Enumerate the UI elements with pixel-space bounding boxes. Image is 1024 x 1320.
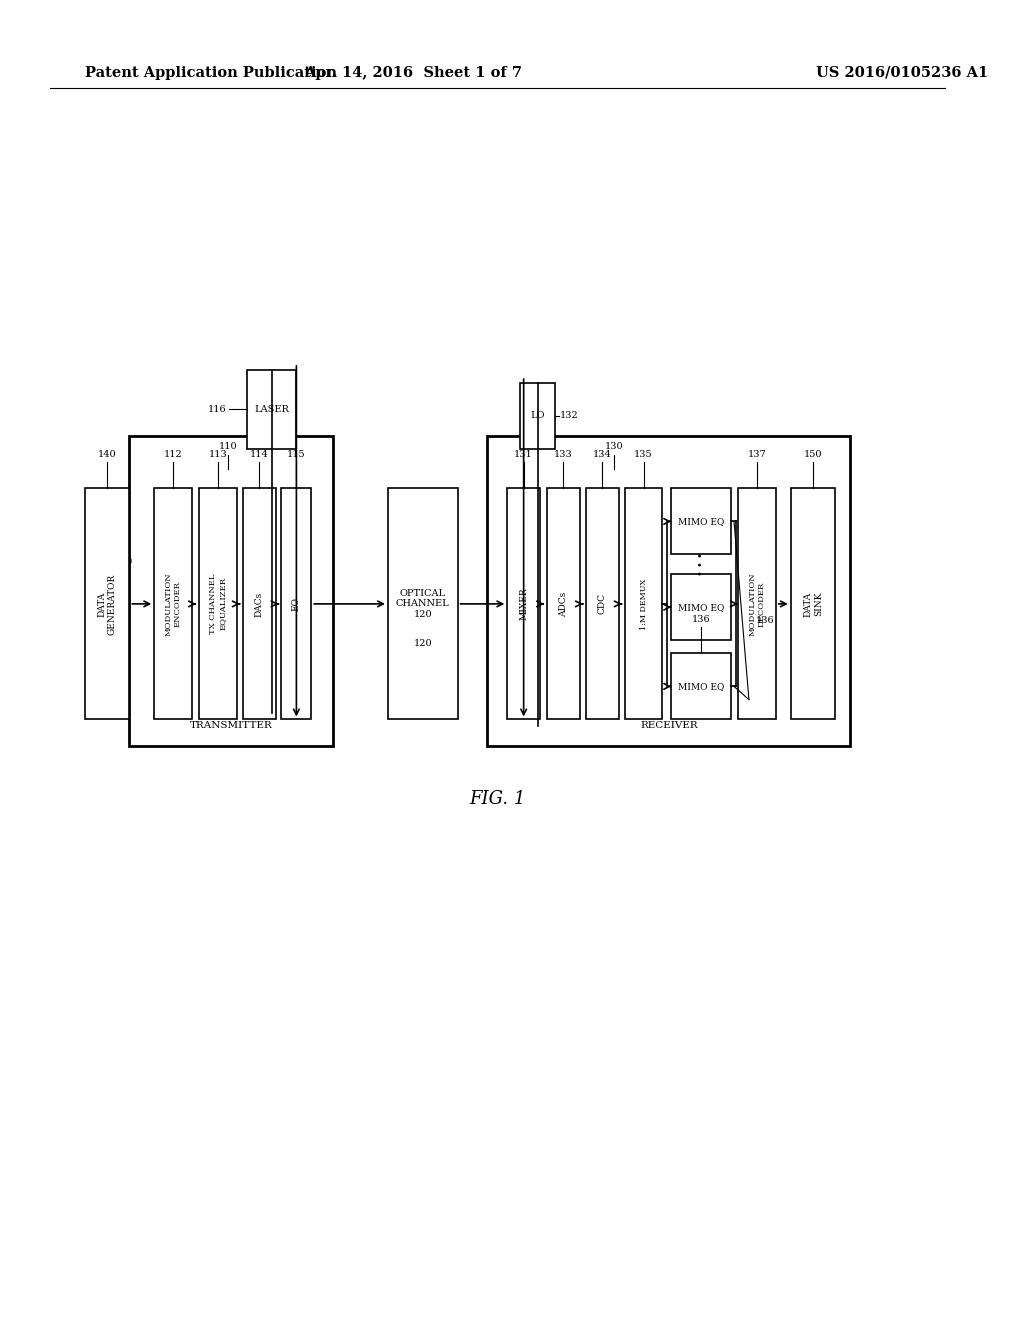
Text: RECEIVER: RECEIVER bbox=[640, 721, 697, 730]
FancyBboxPatch shape bbox=[520, 383, 555, 449]
Text: 130: 130 bbox=[605, 442, 624, 451]
Text: Patent Application Publication: Patent Application Publication bbox=[85, 66, 337, 79]
Text: MODULATION
ENCODER: MODULATION ENCODER bbox=[165, 572, 181, 636]
FancyBboxPatch shape bbox=[672, 488, 731, 554]
Text: MIXER: MIXER bbox=[519, 587, 528, 620]
FancyBboxPatch shape bbox=[791, 488, 836, 719]
Text: OPTICAL
CHANNEL
120: OPTICAL CHANNEL 120 bbox=[396, 589, 450, 619]
FancyBboxPatch shape bbox=[282, 488, 311, 719]
FancyBboxPatch shape bbox=[672, 574, 731, 640]
Text: 136: 136 bbox=[692, 615, 711, 624]
Text: 116: 116 bbox=[208, 405, 226, 413]
FancyBboxPatch shape bbox=[388, 488, 458, 719]
Text: 100: 100 bbox=[112, 557, 133, 568]
Text: US 2016/0105236 A1: US 2016/0105236 A1 bbox=[815, 66, 988, 79]
Text: • • •: • • • bbox=[696, 552, 707, 577]
Text: 140: 140 bbox=[97, 450, 117, 459]
FancyBboxPatch shape bbox=[155, 488, 191, 719]
FancyBboxPatch shape bbox=[243, 488, 275, 719]
Text: 112: 112 bbox=[164, 450, 182, 459]
Text: FIG. 1: FIG. 1 bbox=[469, 789, 525, 808]
Text: TRANSMITTER: TRANSMITTER bbox=[189, 721, 272, 730]
Text: 137: 137 bbox=[748, 450, 766, 459]
Text: 114: 114 bbox=[250, 450, 268, 459]
Text: 115: 115 bbox=[287, 450, 306, 459]
Text: Apr. 14, 2016  Sheet 1 of 7: Apr. 14, 2016 Sheet 1 of 7 bbox=[304, 66, 522, 79]
Text: DACs: DACs bbox=[255, 591, 263, 616]
Text: ADCs: ADCs bbox=[559, 591, 568, 616]
Text: 113: 113 bbox=[209, 450, 227, 459]
Text: 135: 135 bbox=[634, 450, 653, 459]
Text: 133: 133 bbox=[554, 450, 572, 459]
Text: 150: 150 bbox=[804, 450, 822, 459]
Text: DATA
SINK: DATA SINK bbox=[804, 591, 822, 616]
Text: LASER: LASER bbox=[254, 405, 289, 413]
Text: 132: 132 bbox=[560, 412, 579, 420]
FancyBboxPatch shape bbox=[487, 436, 850, 746]
FancyBboxPatch shape bbox=[547, 488, 580, 719]
Text: MODULATION
DECODER: MODULATION DECODER bbox=[749, 572, 766, 636]
Text: 110: 110 bbox=[218, 442, 238, 451]
FancyBboxPatch shape bbox=[672, 653, 731, 719]
Text: MIMO EQ: MIMO EQ bbox=[678, 682, 724, 690]
Text: 1:M DEMUX: 1:M DEMUX bbox=[640, 578, 647, 630]
Text: CDC: CDC bbox=[598, 594, 607, 614]
Text: TX CHANNEL
EQUALIZER: TX CHANNEL EQUALIZER bbox=[209, 574, 226, 634]
Text: LO: LO bbox=[530, 412, 545, 420]
Text: 134: 134 bbox=[593, 450, 611, 459]
FancyBboxPatch shape bbox=[199, 488, 237, 719]
FancyBboxPatch shape bbox=[625, 488, 663, 719]
FancyBboxPatch shape bbox=[738, 488, 776, 719]
Text: MIMO EQ: MIMO EQ bbox=[678, 517, 724, 525]
Text: DATA
GENERATOR: DATA GENERATOR bbox=[97, 573, 117, 635]
Text: 120: 120 bbox=[414, 639, 432, 648]
Text: MIMO EQ: MIMO EQ bbox=[678, 603, 724, 611]
FancyBboxPatch shape bbox=[129, 436, 333, 746]
Text: 136: 136 bbox=[756, 616, 774, 624]
Text: EO: EO bbox=[292, 597, 301, 611]
FancyBboxPatch shape bbox=[507, 488, 540, 719]
FancyBboxPatch shape bbox=[586, 488, 618, 719]
FancyBboxPatch shape bbox=[85, 488, 129, 719]
FancyBboxPatch shape bbox=[247, 370, 296, 449]
Text: 131: 131 bbox=[514, 450, 534, 459]
